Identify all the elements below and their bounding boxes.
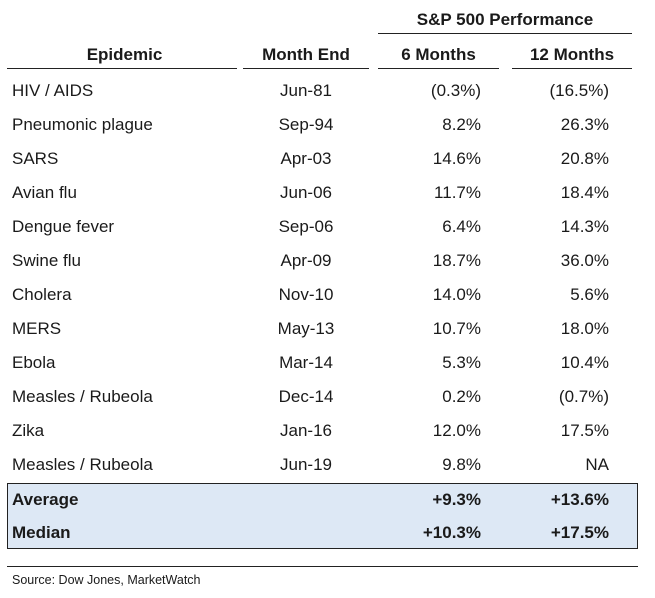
column-header-epidemic: Epidemic <box>86 45 163 64</box>
cell-6-months: 14.0% <box>432 285 481 304</box>
cell-12-months: 18.0% <box>560 319 609 338</box>
cell-12-months: 10.4% <box>560 353 609 372</box>
cell-month-end: Dec-14 <box>278 387 334 406</box>
cell-month-end: May-13 <box>277 319 335 338</box>
summary-12-months: +17.5% <box>550 523 609 542</box>
cell-6-months: 6.4% <box>442 217 481 236</box>
cell-epidemic: Cholera <box>12 285 72 304</box>
cell-6-months: 12.0% <box>432 421 481 440</box>
cell-epidemic: Avian flu <box>12 183 77 202</box>
cell-epidemic: Pneumonic plague <box>12 115 153 134</box>
cell-6-months: 9.8% <box>442 455 481 474</box>
cell-month-end: Jun-19 <box>280 455 332 474</box>
cell-month-end: Nov-10 <box>278 285 334 304</box>
group-header-sp500-performance: S&P 500 Performance <box>416 10 594 29</box>
summary-6-months: +10.3% <box>422 523 481 542</box>
column-header-12-months: 12 Months <box>529 45 615 64</box>
cell-epidemic: MERS <box>12 319 62 338</box>
cell-epidemic: Dengue fever <box>12 217 115 236</box>
cell-12-months: 14.3% <box>560 217 609 236</box>
header-rule-month-end <box>243 68 369 69</box>
cell-12-months: 17.5% <box>560 421 609 440</box>
cell-6-months: 8.2% <box>442 115 481 134</box>
cell-12-months: (16.5%) <box>549 81 609 100</box>
cell-12-months: (0.7%) <box>558 387 609 406</box>
cell-12-months: 20.8% <box>560 149 609 168</box>
cell-epidemic: SARS <box>12 149 59 168</box>
cell-6-months: 11.7% <box>434 183 481 202</box>
cell-month-end: Jun-06 <box>280 183 332 202</box>
summary-12-months: +13.6% <box>550 490 609 509</box>
cell-month-end: Sep-94 <box>278 115 334 134</box>
cell-epidemic: Swine flu <box>12 251 81 270</box>
summary-6-months: +9.3% <box>432 490 481 509</box>
cell-6-months: 10.7% <box>432 319 481 338</box>
header-rule-12-months <box>512 68 632 69</box>
cell-6-months: 14.6% <box>432 149 481 168</box>
source-note: Source: Dow Jones, MarketWatch <box>12 573 201 587</box>
summary-label: Average <box>12 490 79 509</box>
cell-epidemic: HIV / AIDS <box>12 81 94 100</box>
cell-12-months: 18.4% <box>560 183 609 202</box>
cell-month-end: Mar-14 <box>279 353 333 372</box>
cell-epidemic: Measles / Rubeola <box>12 455 153 474</box>
cell-epidemic: Ebola <box>12 353 56 372</box>
header-rule-epidemic <box>7 68 237 69</box>
cell-month-end: Jun-81 <box>280 81 332 100</box>
group-header-rule <box>378 33 632 34</box>
cell-epidemic: Measles / Rubeola <box>12 387 153 406</box>
cell-epidemic: Zika <box>12 421 45 440</box>
cell-12-months: 36.0% <box>560 251 609 270</box>
cell-month-end: Jan-16 <box>280 421 332 440</box>
cell-month-end: Apr-03 <box>280 149 332 168</box>
header-rule-6-months <box>378 68 499 69</box>
cell-6-months: 0.2% <box>442 387 481 406</box>
cell-12-months: 5.6% <box>570 285 609 304</box>
cell-12-months: NA <box>585 455 609 474</box>
column-header-6-months: 6 Months <box>401 45 476 64</box>
footer-rule <box>7 566 638 567</box>
cell-12-months: 26.3% <box>560 115 609 134</box>
cell-6-months: (0.3%) <box>430 81 481 100</box>
summary-label: Median <box>12 523 71 542</box>
cell-month-end: Apr-09 <box>280 251 332 270</box>
cell-month-end: Sep-06 <box>278 217 334 236</box>
cell-6-months: 18.7% <box>432 251 481 270</box>
cell-6-months: 5.3% <box>442 353 481 372</box>
column-header-month-end: Month End <box>262 45 350 64</box>
summary-box <box>7 483 638 549</box>
